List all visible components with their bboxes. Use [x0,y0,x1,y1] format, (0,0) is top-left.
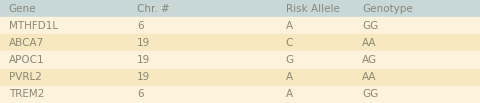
Bar [0,17,480,34]
Text: GG: GG [362,21,379,31]
Bar [0,0,480,17]
Text: A: A [286,89,293,99]
Text: 6: 6 [137,89,144,99]
Text: 19: 19 [137,55,150,65]
Text: AG: AG [362,55,378,65]
Text: 19: 19 [137,38,150,48]
Text: Gene: Gene [9,4,36,14]
Bar [0,34,480,52]
Text: MTHFD1L: MTHFD1L [9,21,58,31]
Text: Genotype: Genotype [362,4,413,14]
Text: GG: GG [362,89,379,99]
Text: AA: AA [362,38,377,48]
Bar [0,69,480,86]
Bar [0,86,480,103]
Text: ABCA7: ABCA7 [9,38,44,48]
Text: 19: 19 [137,72,150,82]
Text: Risk Allele: Risk Allele [286,4,339,14]
Text: G: G [286,55,294,65]
Text: APOC1: APOC1 [9,55,44,65]
Text: A: A [286,21,293,31]
Text: 6: 6 [137,21,144,31]
Text: AA: AA [362,72,377,82]
Text: C: C [286,38,293,48]
Text: TREM2: TREM2 [9,89,44,99]
Bar [0,52,480,69]
Text: PVRL2: PVRL2 [9,72,41,82]
Text: Chr. #: Chr. # [137,4,169,14]
Text: A: A [286,72,293,82]
